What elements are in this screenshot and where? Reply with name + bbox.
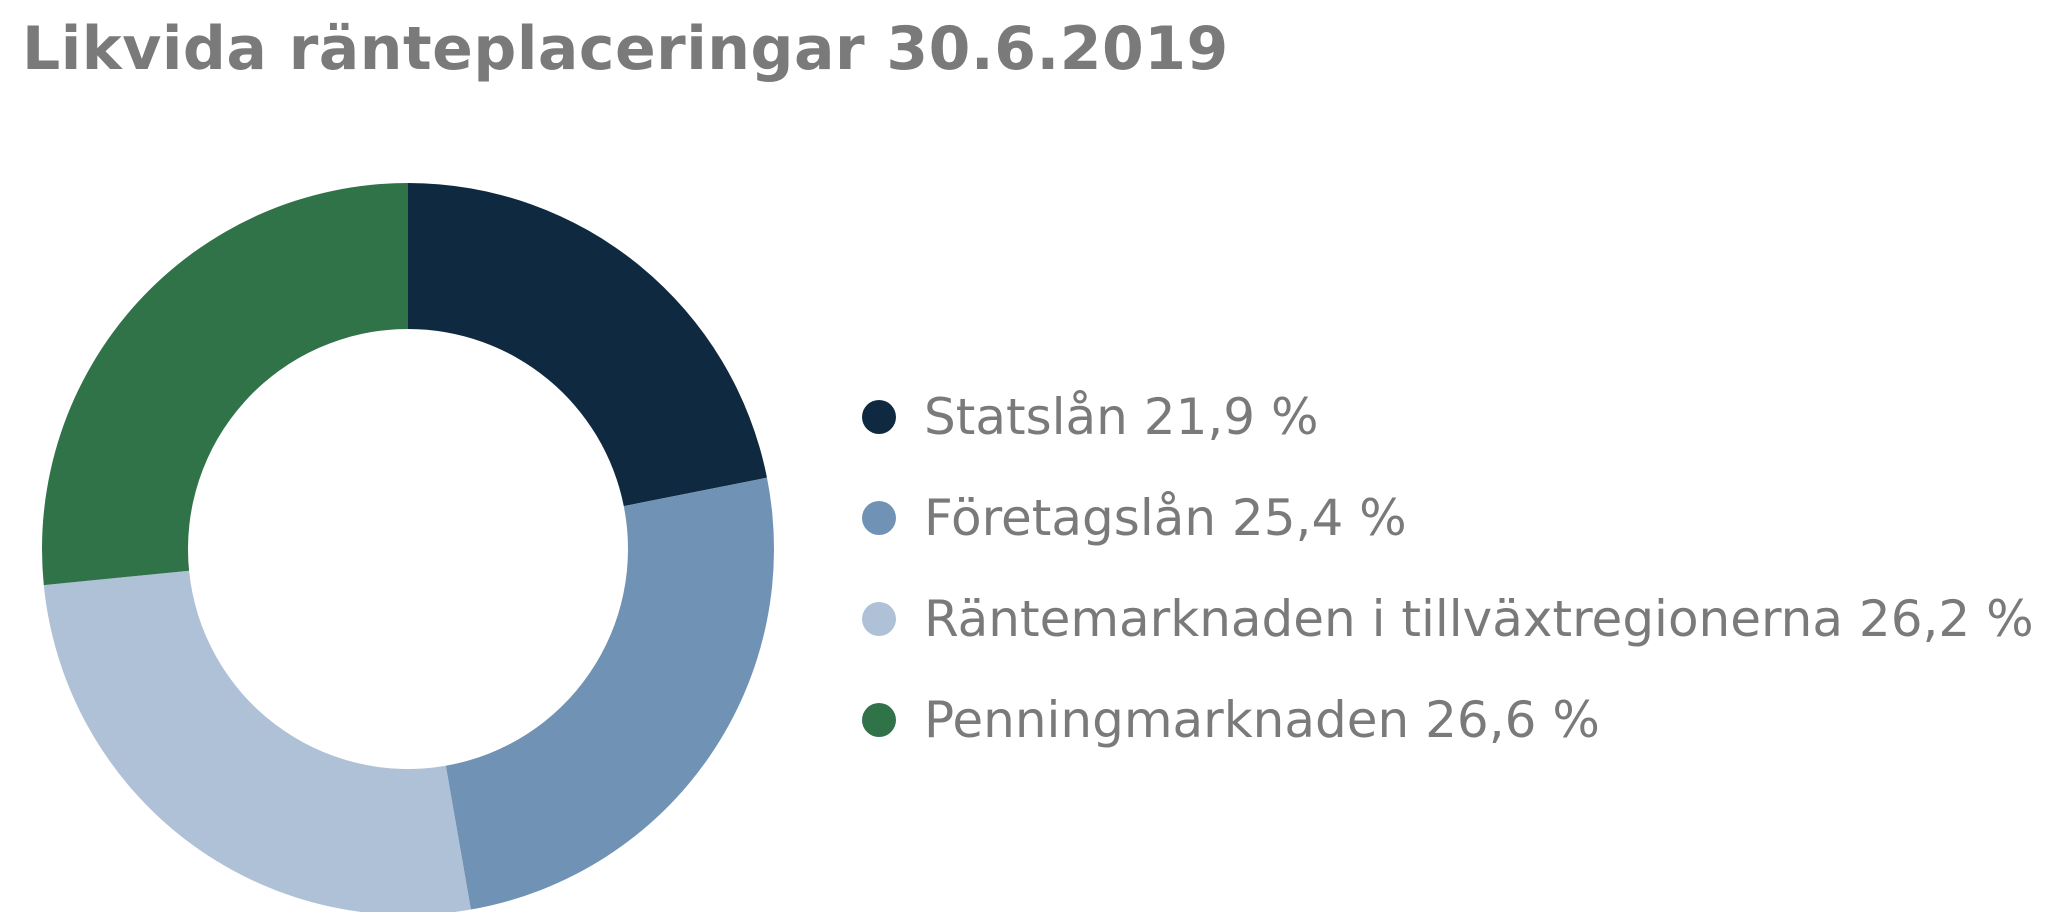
- donut-slice-penningmarknaden: [41, 183, 408, 586]
- legend: Statslån 21,9 % Företagslån 25,4 % Ränte…: [862, 366, 2034, 770]
- legend-item-statslan: Statslån 21,9 %: [862, 366, 2034, 467]
- legend-label-statslan: Statslån 21,9 %: [924, 387, 1319, 446]
- donut-slice-statslan: [408, 183, 767, 507]
- donut-slices: [41, 183, 774, 912]
- donut-slice-foretagslan: [445, 477, 774, 910]
- legend-swatch-foretagslan: [862, 500, 896, 535]
- legend-swatch-rantemarknaden: [862, 601, 896, 636]
- legend-item-foretagslan: Företagslån 25,4 %: [862, 467, 2034, 568]
- legend-label-foretagslan: Företagslån 25,4 %: [924, 488, 1407, 547]
- legend-swatch-penningmarknaden: [862, 702, 896, 737]
- legend-label-rantemarknaden: Räntemarknaden i tillväxtregionerna 26,2…: [924, 589, 2034, 648]
- donut-slice-rantemarknaden: [43, 570, 471, 912]
- legend-label-penningmarknaden: Penningmarknaden 26,6 %: [924, 690, 1600, 749]
- chart-title: Likvida ränteplaceringar 30.6.2019: [22, 14, 1229, 84]
- legend-swatch-statslan: [862, 399, 896, 434]
- legend-item-rantemarknaden: Räntemarknaden i tillväxtregionerna 26,2…: [862, 568, 2034, 669]
- legend-item-penningmarknaden: Penningmarknaden 26,6 %: [862, 669, 2034, 770]
